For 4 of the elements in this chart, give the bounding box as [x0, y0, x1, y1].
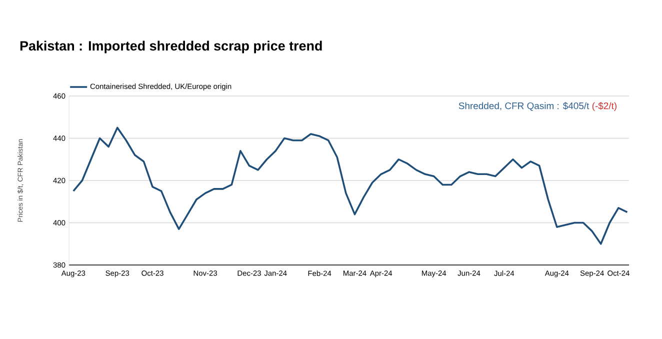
- annotation: (-$2/t): [592, 102, 616, 112]
- line-series: [72, 126, 628, 245]
- annotation: Shredded, CFR Qasim : $405/t: [458, 102, 590, 111]
- chart-title: Pakistan : Imported shredded scrap price trend: [20, 40, 322, 54]
